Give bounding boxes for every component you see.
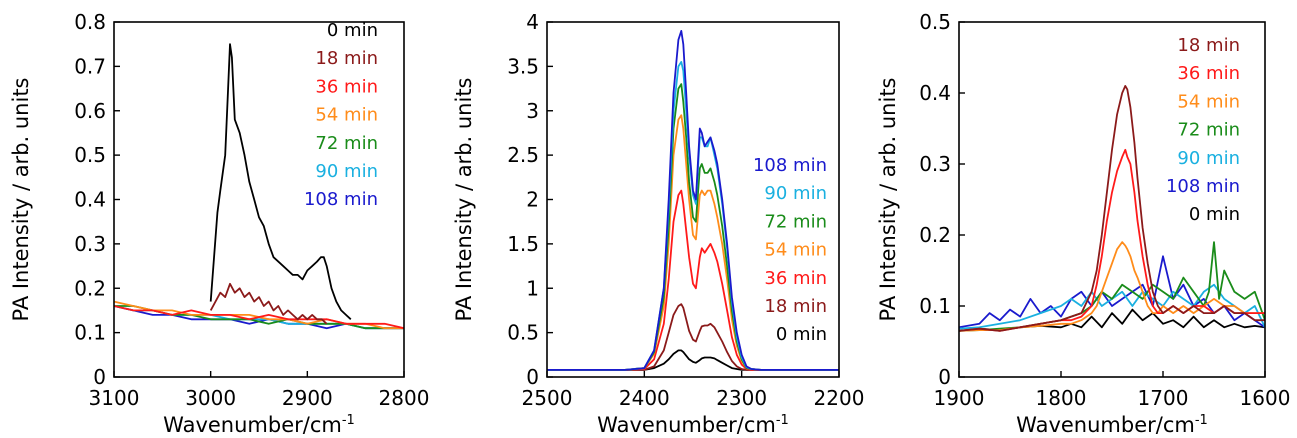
series-line-18-min (547, 303, 839, 371)
legend-entry-36-min: 36 min (764, 268, 827, 289)
legend-entry-108-min: 108 min (304, 189, 378, 210)
series-line-108-min (547, 29, 839, 371)
series-line-90-min (959, 283, 1265, 330)
x-tick-label: 2800 (379, 386, 430, 410)
series-group (547, 29, 839, 371)
legend-entry-54-min: 54 min (315, 105, 378, 126)
y-tick-label: 0 (938, 365, 951, 389)
x-axis-label: Wavenumber/cm-1 (1016, 413, 1208, 437)
series-line-18-min (209, 282, 328, 325)
y-tick-label: 0.1 (74, 321, 106, 345)
y-tick-label: 1.5 (507, 232, 539, 256)
y-tick-label: 0 (526, 365, 539, 389)
series-line-72-min (959, 241, 1265, 332)
y-axis-label: PA Intensity / arb. units (9, 77, 33, 321)
x-tick-label: 1900 (934, 386, 985, 410)
series-line-0-min (209, 43, 352, 320)
legend-entry-18-min: 18 min (315, 48, 378, 69)
series-line-0-min (547, 349, 839, 371)
legend-entry-54-min: 54 min (1177, 91, 1240, 112)
series-line-18-min (959, 85, 1265, 332)
y-tick-label: 2 (526, 188, 539, 212)
legend-entry-36-min: 36 min (315, 76, 378, 97)
y-tick-label: 2.5 (507, 143, 539, 167)
legend-entry-18-min: 18 min (764, 296, 827, 317)
y-tick-label: 0.7 (74, 54, 106, 78)
legend-entry-108-min: 108 min (753, 155, 827, 176)
y-tick-label: 0.2 (919, 223, 951, 247)
legend-entry-54-min: 54 min (764, 240, 827, 261)
y-tick-label: 0.3 (919, 152, 951, 176)
x-tick-label: 2400 (619, 386, 670, 410)
y-tick-label: 0.3 (74, 232, 106, 256)
y-tick-label: 0.4 (919, 81, 951, 105)
x-tick-label: 2900 (282, 386, 333, 410)
chart-panel-carbonyl-stretch: 0 0.1 0.2 0.3 0.4 0.5 1900 1800 1700 1600 Wavenumb… (876, 10, 1290, 437)
legend-entry-36-min: 36 min (1177, 63, 1240, 84)
legend-entry-90-min: 90 min (764, 183, 827, 204)
legend-entry-0-min: 0 min (776, 324, 827, 345)
x-tick-label: 3000 (185, 386, 236, 410)
y-axis-label: PA Intensity / arb. units (452, 77, 476, 321)
x-axis-label: Wavenumber/cm-1 (597, 413, 789, 437)
y-tick-label: 1 (526, 276, 539, 300)
y-tick-label: 0.8 (74, 10, 106, 34)
series-line-36-min (114, 305, 404, 330)
y-tick-label: 0.6 (74, 99, 106, 123)
y-tick-label: 3.5 (507, 54, 539, 78)
plot-frame (958, 21, 1266, 378)
y-tick-label: 0.2 (74, 276, 106, 300)
chart-panel-ch-stretch: 0 0.1 0.2 0.3 0.4 0.5 0.6 0.7 0.8 3100 3000 2900 280… (9, 10, 429, 437)
series-group (959, 85, 1265, 332)
y-tick-label: 0.4 (74, 188, 106, 212)
chart-panel-co2-stretch: 0 0.5 1 1.5 2 2.5 3 3.5 4 2500 2400 2300 2200 Wavenum… (452, 10, 864, 437)
x-tick-label: 3100 (89, 386, 140, 410)
y-tick-label: 0.1 (919, 294, 951, 318)
y-axis-label: PA Intensity / arb. units (876, 77, 900, 321)
legend-entry-90-min: 90 min (315, 161, 378, 182)
x-tick-label: 2300 (716, 386, 767, 410)
legend-entry-0-min: 0 min (1189, 204, 1240, 225)
legend-entry-0-min: 0 min (327, 20, 378, 41)
legend-entry-72-min: 72 min (1177, 120, 1240, 141)
legend-entry-90-min: 90 min (1177, 148, 1240, 169)
series-line-36-min (959, 148, 1265, 332)
legend-entry-72-min: 72 min (315, 133, 378, 154)
y-tick-label: 0.5 (507, 321, 539, 345)
y-tick-label: 0 (93, 365, 106, 389)
y-tick-label: 3 (526, 99, 539, 123)
series-line-54-min (959, 241, 1265, 332)
legend-entry-72-min: 72 min (764, 211, 827, 232)
x-tick-label: 1700 (1138, 386, 1189, 410)
x-tick-label: 2500 (522, 386, 573, 410)
x-tick-label: 2200 (814, 386, 865, 410)
series-line-36-min (547, 189, 839, 371)
y-tick-label: 0.5 (919, 10, 951, 34)
legend-entry-18-min: 18 min (1177, 35, 1240, 56)
legend-entry-108-min: 108 min (1166, 176, 1240, 197)
x-tick-label: 1600 (1240, 386, 1291, 410)
x-tick-label: 1800 (1036, 386, 1087, 410)
y-tick-label: 0.5 (74, 143, 106, 167)
series-group (114, 43, 404, 330)
y-tick-label: 4 (526, 10, 539, 34)
x-axis-label: Wavenumber/cm-1 (163, 413, 355, 437)
